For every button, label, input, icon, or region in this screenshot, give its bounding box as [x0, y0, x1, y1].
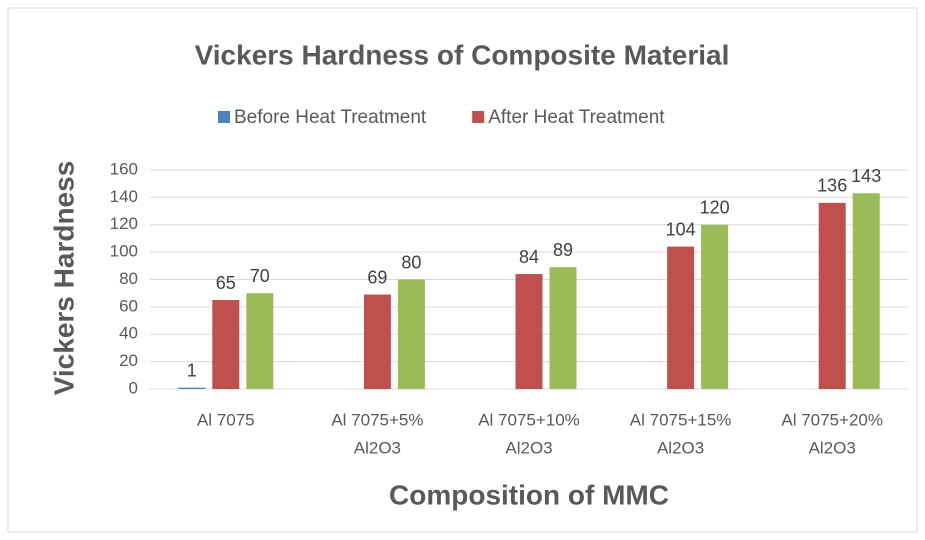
value-label: 70 — [250, 266, 270, 286]
x-tick-label: Al2O3 — [505, 438, 552, 457]
bar — [852, 193, 880, 389]
y-tick-label: 100 — [110, 242, 138, 261]
bar — [212, 300, 240, 389]
y-tick-label: 160 — [110, 159, 138, 178]
value-label: 84 — [519, 247, 539, 267]
x-tick-label: Al 7075+20% — [781, 410, 883, 429]
legend-swatch — [472, 111, 485, 123]
bar — [178, 387, 206, 389]
y-tick-label: 60 — [119, 296, 138, 315]
bar — [701, 224, 729, 389]
chart-title: Vickers Hardness of Composite Material — [195, 39, 730, 70]
y-tick-label: 20 — [119, 351, 138, 370]
y-tick-label: 40 — [119, 324, 138, 343]
value-label: 120 — [700, 198, 730, 218]
x-tick-label: Al 7075+5% — [331, 410, 423, 429]
y-tick-label: 140 — [110, 187, 138, 206]
x-tick-label: Al 7075+10% — [478, 410, 580, 429]
bar — [667, 246, 695, 389]
legend-label: Before Heat Treatment — [234, 107, 427, 128]
bar — [549, 267, 577, 389]
x-tick-label: Al2O3 — [809, 438, 856, 457]
value-label: 104 — [666, 219, 696, 239]
y-tick-label: 80 — [119, 269, 138, 288]
x-tick-label: Al 7075+15% — [630, 410, 732, 429]
chart-border — [7, 7, 918, 533]
value-label: 136 — [817, 176, 847, 196]
legend-swatch — [218, 111, 230, 123]
value-label: 65 — [216, 273, 236, 293]
bar — [363, 294, 391, 389]
bar — [515, 274, 543, 389]
x-axis-title: Composition of MMC — [389, 479, 669, 510]
value-label: 1 — [187, 360, 197, 380]
value-label: 80 — [401, 252, 421, 272]
y-axis-title: Vickers Hardness — [48, 161, 79, 396]
bar — [246, 293, 274, 389]
bar — [818, 202, 846, 389]
y-tick-label: 120 — [110, 214, 138, 233]
value-label: 69 — [367, 267, 387, 287]
x-tick-label: Al 7075 — [197, 410, 255, 429]
bar — [397, 279, 425, 389]
value-label: 143 — [851, 166, 881, 186]
y-tick-label: 0 — [129, 378, 138, 397]
x-tick-label: Al2O3 — [354, 438, 401, 457]
value-label: 89 — [553, 240, 573, 260]
legend-label: After Heat Treatment — [488, 107, 665, 128]
x-tick-label: Al2O3 — [657, 438, 704, 457]
